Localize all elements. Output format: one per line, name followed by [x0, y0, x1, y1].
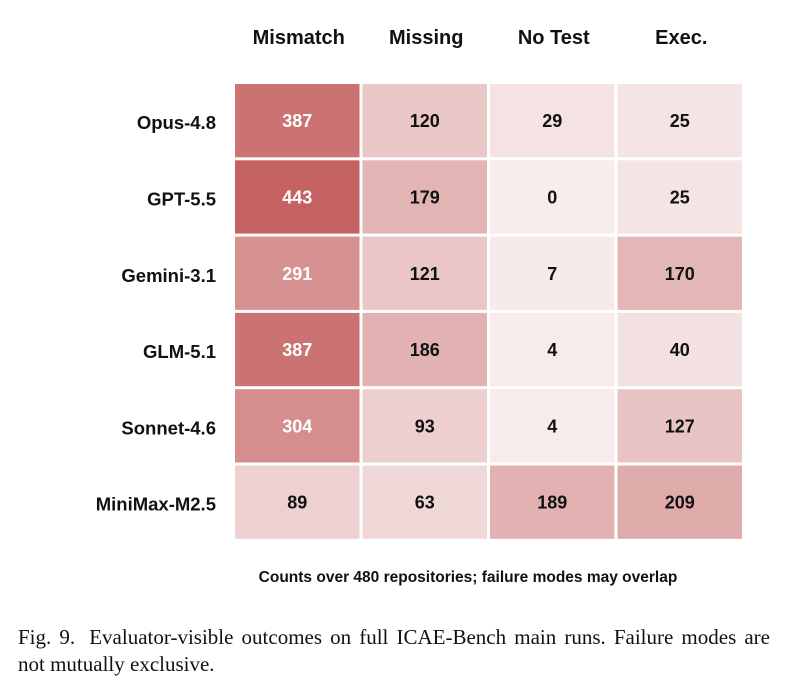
cell-value-label: 291 [282, 264, 312, 284]
heatmap-cell [362, 312, 487, 387]
cell-value-label: 63 [415, 493, 435, 513]
row-label: GLM-5.1 [143, 341, 216, 362]
heatmap-cell [617, 312, 742, 387]
row-label: Opus-4.8 [137, 112, 216, 133]
cell-value-label: 0 [547, 187, 557, 207]
heatmap-cell [490, 312, 615, 387]
heatmap-cell [235, 465, 360, 539]
cell-value-label: 89 [287, 493, 307, 513]
heatmap-cells: 387 120 29 25 443 179 0 25 291 121 7 170 387 186 4 40 30… [235, 84, 742, 539]
cell-value-label: 4 [547, 416, 557, 436]
heatmap-cell [490, 236, 615, 310]
cell-value-label: 4 [547, 340, 557, 360]
heatmap-cell [235, 236, 360, 310]
heatmap-cell [235, 312, 360, 387]
chart-note: Counts over 480 repositories; failure mo… [259, 569, 678, 586]
column-header: No Test [518, 27, 590, 49]
cell-value-label: 29 [542, 111, 562, 131]
cell-value-label: 443 [282, 187, 312, 207]
heatmap-cell [490, 160, 615, 234]
row-label: Gemini-3.1 [121, 265, 216, 286]
column-header: Mismatch [253, 27, 345, 49]
row-labels: Opus-4.8 GPT-5.5 Gemini-3.1 GLM-5.1 Sonnet-4… [96, 112, 216, 515]
cell-value-label: 25 [670, 111, 690, 131]
heatmap-cell [235, 389, 360, 463]
heatmap-cell [362, 389, 487, 463]
heatmap-cell [490, 84, 615, 158]
cell-value-label: 25 [670, 187, 690, 207]
heatmap-cell [235, 160, 360, 234]
column-header: Exec. [655, 27, 707, 49]
row-label: MiniMax-M2.5 [96, 494, 216, 515]
heatmap-cell [362, 84, 487, 158]
heatmap-cell [362, 160, 487, 234]
heatmap-cell [235, 84, 360, 158]
cell-value-label: 304 [282, 416, 312, 436]
column-headers: Mismatch Missing No Test Exec. [253, 27, 708, 49]
cell-value-label: 121 [410, 264, 440, 284]
cell-value-label: 189 [537, 493, 567, 513]
heatmap-cell [490, 389, 615, 463]
heatmap-cell [617, 389, 742, 463]
figure-caption: Fig. 9. Evaluator-visible outcomes on fu… [18, 624, 770, 678]
heatmap-cell [617, 84, 742, 158]
row-label: GPT-5.5 [147, 188, 216, 209]
cell-value-label: 179 [410, 187, 440, 207]
cell-value-label: 93 [415, 416, 435, 436]
cell-value-label: 387 [282, 340, 312, 360]
column-header: Missing [389, 27, 463, 49]
cell-value-label: 170 [665, 264, 695, 284]
figure-label: Fig. 9. [18, 625, 76, 649]
heatmap-cell [490, 465, 615, 539]
heatmap-cell [362, 465, 487, 539]
heatmap-cell [617, 160, 742, 234]
cell-value-label: 209 [665, 493, 695, 513]
cell-value-label: 40 [670, 340, 690, 360]
cell-value-label: 387 [282, 111, 312, 131]
caption-text: Evaluator-visible outcomes on full ICAE-… [18, 625, 770, 676]
cell-value-label: 7 [547, 264, 557, 284]
heatmap-cell [617, 465, 742, 539]
row-label: Sonnet-4.6 [121, 417, 216, 438]
heatmap-cell [362, 236, 487, 310]
cell-value-label: 127 [665, 416, 695, 436]
cell-value-label: 120 [410, 111, 440, 131]
heatmap-cell [617, 236, 742, 310]
cell-value-label: 186 [410, 340, 440, 360]
